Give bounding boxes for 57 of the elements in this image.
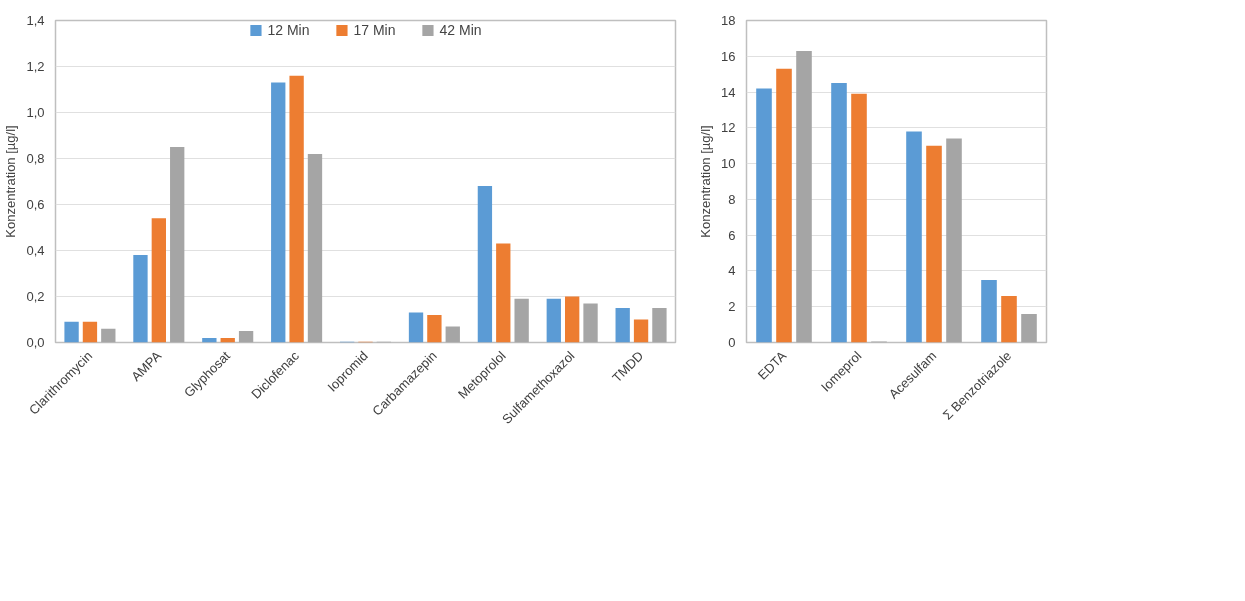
y-tick-label: 0,0 [26,335,45,350]
bar [514,298,529,343]
bar [307,153,323,343]
y-tick-label: 18 [721,13,736,28]
y-tick-label: 8 [728,191,736,207]
bar [565,296,580,343]
y-tick-label: 6 [728,227,736,243]
bar [583,303,598,343]
bar [202,337,217,343]
bar [926,145,942,343]
bar [238,331,254,343]
y-tick-label: 0,6 [26,197,45,212]
legend-label: 12 Min [267,22,310,38]
y-tick-label: 0 [728,335,736,350]
bar [170,147,185,343]
bar [946,138,962,343]
bar [906,131,922,343]
bar [289,75,304,343]
bar [1021,313,1037,343]
y-tick-label: 10 [721,156,736,172]
bar [796,50,812,343]
y-tick-label: 1,4 [26,13,45,28]
y-tick-label: 2 [728,299,736,315]
bar [633,319,649,343]
legend-label: 42 Min [439,22,482,38]
bar [477,186,493,343]
bar [151,218,166,343]
y-tick-label: 4 [728,263,736,279]
bar [64,321,79,343]
y-tick-label: 1,0 [26,105,45,120]
bar [408,312,424,343]
bar [101,328,116,343]
bar [546,298,561,343]
bar [496,243,511,343]
bar [427,314,442,343]
y-axis-title: Konzentration [µg/l] [698,125,714,238]
y-tick-label: 12 [721,120,736,136]
y-tick-label: 1,2 [26,59,45,74]
bar [756,88,772,343]
bar [831,83,847,343]
bar [133,255,148,343]
legend-label: 17 Min [353,22,396,38]
y-tick-label: 14 [721,84,736,100]
bar [652,308,667,343]
bar [445,326,460,343]
y-tick-label: 0,8 [26,151,45,166]
bar [1001,295,1017,343]
bar [271,82,286,343]
bar [615,308,630,343]
y-tick-label: 16 [721,48,736,64]
y-tick-label: 0,4 [26,243,45,258]
y-tick-label: 0,2 [26,289,45,304]
bar [981,279,997,343]
bar [82,321,98,343]
bar [776,68,792,343]
bar [851,93,867,343]
y-axis-title: Konzentration [µg/l] [3,125,19,238]
